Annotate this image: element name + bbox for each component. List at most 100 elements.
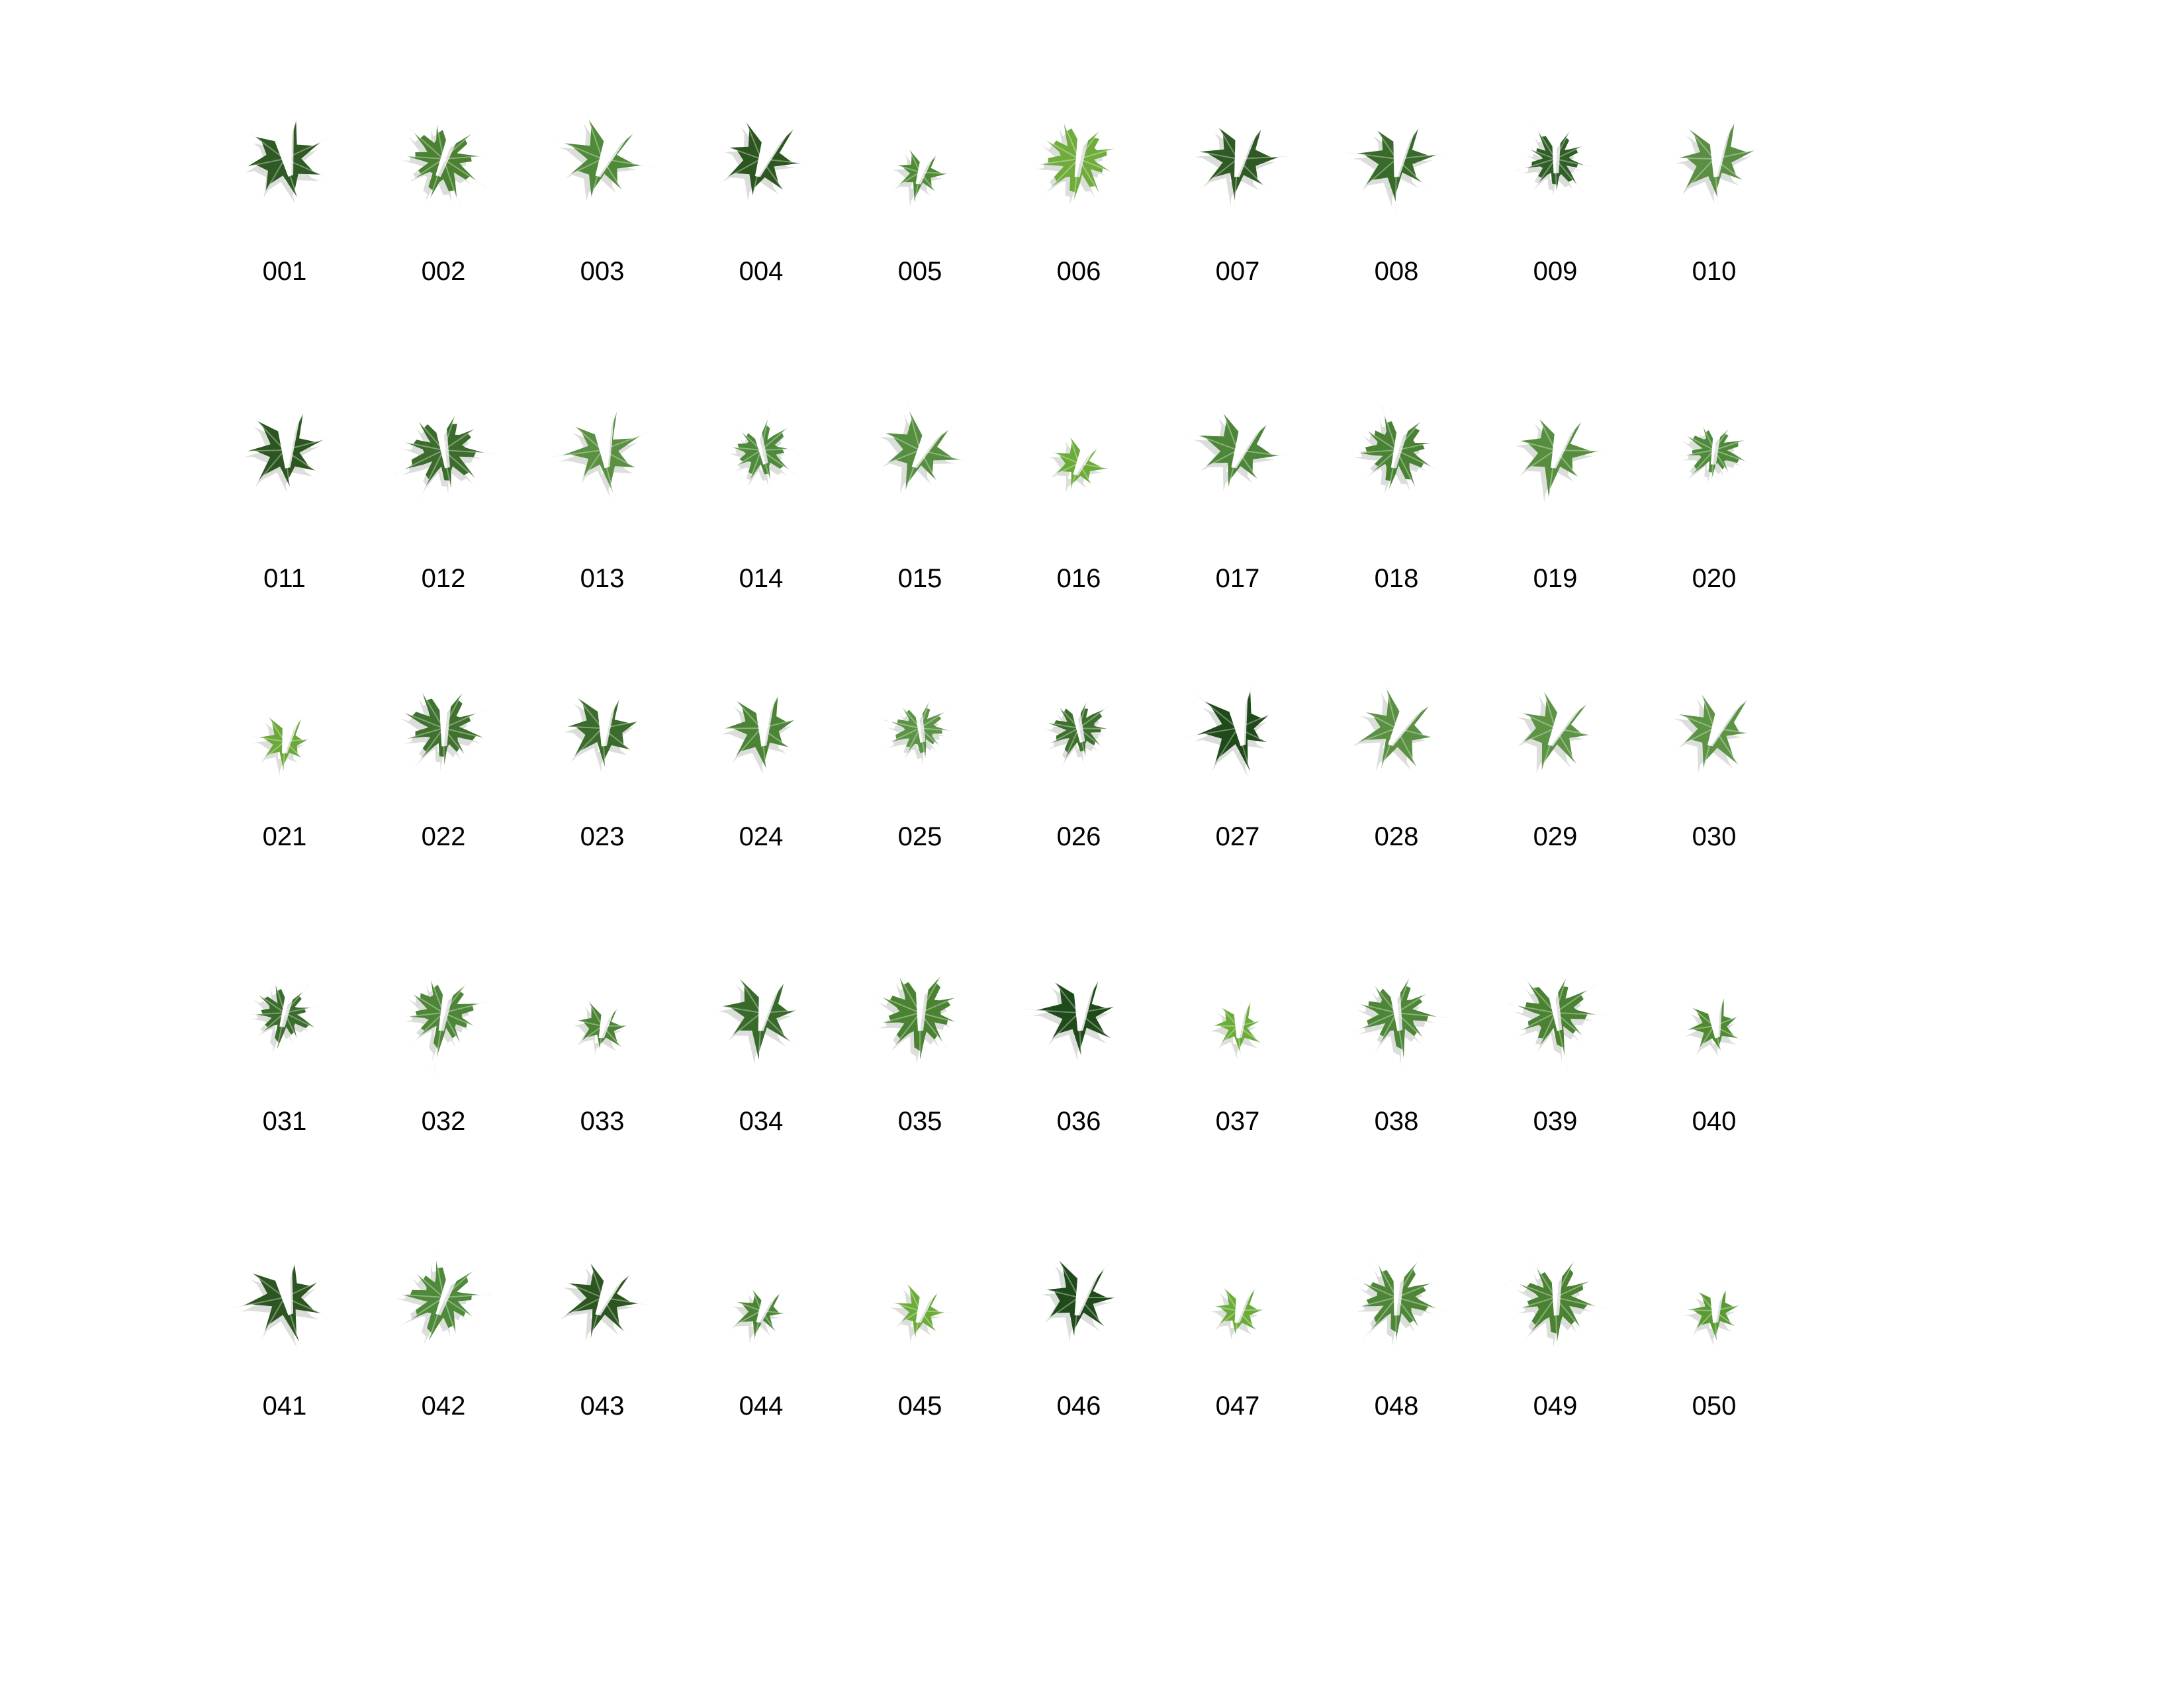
leaf-veins (402, 410, 485, 491)
leaf-shadow (1510, 125, 1591, 208)
leaf-image (523, 1192, 682, 1390)
leaf-image (1317, 1192, 1476, 1390)
leaf-blade (237, 108, 334, 212)
leaf-blade (1185, 120, 1294, 219)
leaf-icon (1181, 120, 1294, 224)
leaf-veins (257, 718, 312, 769)
leaf-icon (1033, 1247, 1128, 1354)
specimen-label: 040 (1692, 1107, 1737, 1136)
leaf-image (841, 622, 999, 821)
leaf-image (1476, 53, 1635, 252)
leaf-blade (1678, 989, 1747, 1058)
leaf-image (1635, 344, 1794, 543)
leaf-image (841, 53, 999, 252)
leaf-blade (725, 406, 799, 491)
specimen-008: 008 (1317, 53, 1476, 291)
leaf-shadow (1346, 1252, 1447, 1364)
leaf-icon (877, 693, 957, 773)
leaf-image (1317, 53, 1476, 252)
specimen-label: 034 (739, 1107, 784, 1136)
leaf-icon (1506, 409, 1615, 522)
leaf-icon (1510, 120, 1595, 208)
specimen-label: 013 (580, 564, 625, 593)
leaf-blade (398, 972, 492, 1079)
leaf-blade (550, 1252, 650, 1356)
leaf-blade (713, 688, 803, 781)
specimen-045: 045 (841, 1192, 999, 1430)
leaf-icon (541, 395, 657, 518)
leaf-shadow (230, 407, 337, 504)
leaf-image (364, 1192, 523, 1390)
specimen-006: 006 (999, 53, 1158, 291)
leaf-icon (1660, 681, 1758, 787)
leaf-veins (1037, 977, 1120, 1055)
specimen-028: 028 (1317, 622, 1476, 861)
specimen-035: 035 (841, 907, 999, 1145)
leaf-image (364, 622, 523, 821)
leaf-icon (381, 1248, 494, 1361)
leaf-image (205, 1192, 364, 1390)
specimen-050: 050 (1635, 1192, 1794, 1430)
leaf-image (1476, 622, 1635, 821)
specimen-020: 020 (1635, 344, 1794, 593)
leaf-shadow (242, 982, 322, 1070)
leaf-image (1317, 344, 1476, 543)
leaf-icon (721, 1283, 794, 1353)
leaf-shadow (394, 976, 487, 1084)
specimen-022: 022 (364, 622, 523, 861)
leaf-icon (545, 1252, 650, 1360)
leaf-blade (1675, 419, 1756, 491)
leaf-icon (1675, 989, 1747, 1064)
leaf-icon (568, 992, 633, 1063)
specimen-034: 034 (682, 907, 841, 1145)
leaf-image (1476, 344, 1635, 543)
leaf-icon (871, 394, 977, 509)
leaf-shadow (886, 146, 952, 220)
leaf-veins (1197, 688, 1276, 769)
leaf-veins (1682, 420, 1746, 483)
leaf-shadow (1672, 1291, 1744, 1358)
leaf-icon (387, 408, 500, 509)
specimen-label: 042 (421, 1391, 466, 1421)
leaf-blade (1035, 694, 1118, 771)
leaf-image (523, 907, 682, 1105)
leaf-veins (402, 974, 484, 1054)
leaf-veins (1672, 122, 1755, 201)
leaf-veins (1210, 1286, 1265, 1338)
leaf-image (364, 907, 523, 1105)
leaf-veins (563, 1258, 643, 1338)
leaf-veins (893, 146, 948, 200)
leaf-icon (1663, 113, 1770, 216)
leaf-veins (244, 118, 323, 199)
specimen-002: 002 (364, 53, 523, 291)
leaf-shadow (1660, 686, 1753, 787)
leaf-shadow (1179, 406, 1291, 506)
specimen-029: 029 (1476, 622, 1635, 861)
specimen-label: 021 (262, 822, 307, 851)
leaf-veins (561, 411, 641, 491)
leaf-veins (1038, 1260, 1120, 1339)
specimen-label: 003 (580, 257, 625, 286)
specimen-label: 024 (739, 822, 784, 851)
leaf-blade (1037, 1247, 1128, 1350)
leaf-shadow (1345, 972, 1448, 1083)
leaf-image (1317, 907, 1476, 1105)
leaf-icon (1017, 970, 1124, 1079)
leaf-icon (1336, 674, 1440, 790)
leaf-icon (713, 108, 816, 211)
leaf-shadow (1663, 118, 1766, 216)
specimen-label: 050 (1692, 1391, 1737, 1421)
leaf-image (1158, 622, 1317, 821)
leaf-image (682, 53, 841, 252)
leaf-veins (1356, 1260, 1437, 1339)
specimen-044: 044 (682, 1192, 841, 1430)
leaf-image (999, 622, 1158, 821)
specimen-label: 046 (1056, 1391, 1101, 1421)
specimen-label: 047 (1215, 1391, 1260, 1421)
leaf-blade (226, 1256, 336, 1361)
leaf-blade (1185, 401, 1297, 501)
specimen-label: 017 (1215, 564, 1260, 593)
leaf-veins (1199, 411, 1279, 491)
leaf-shadow (1181, 125, 1290, 224)
